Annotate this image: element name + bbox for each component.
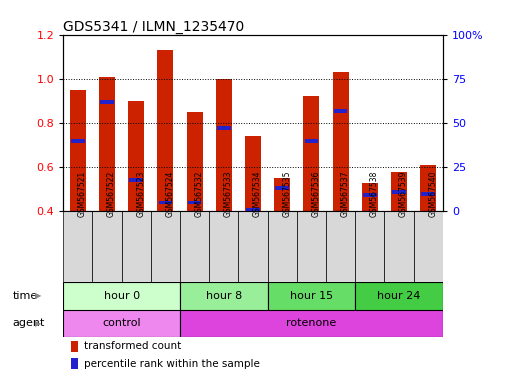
Bar (274, 178, 290, 211)
Bar (267, 211, 296, 282)
Bar (129, 177, 143, 182)
Bar (421, 192, 434, 195)
Text: GSM567532: GSM567532 (194, 170, 203, 217)
Text: GSM567539: GSM567539 (398, 170, 407, 217)
Bar (332, 72, 348, 211)
Bar (70, 90, 86, 211)
Bar (355, 211, 384, 282)
Bar (333, 109, 347, 113)
Bar (275, 186, 288, 190)
Bar (100, 100, 114, 104)
Text: GSM567524: GSM567524 (165, 170, 174, 217)
Bar (158, 200, 172, 205)
Text: GSM567521: GSM567521 (78, 171, 87, 217)
Bar (71, 358, 78, 369)
Bar (63, 211, 92, 282)
Bar (71, 341, 78, 352)
Bar (325, 211, 355, 282)
Bar (362, 194, 376, 197)
Text: GSM567537: GSM567537 (340, 170, 349, 217)
Text: GSM567540: GSM567540 (427, 170, 436, 217)
Bar (71, 139, 84, 142)
Text: hour 8: hour 8 (205, 291, 241, 301)
Text: GSM567523: GSM567523 (136, 170, 145, 217)
Text: rotenone: rotenone (286, 318, 336, 328)
Text: transformed count: transformed count (84, 341, 181, 351)
Bar (121, 211, 150, 282)
Text: GSM567534: GSM567534 (252, 170, 262, 217)
Text: hour 0: hour 0 (104, 291, 139, 301)
Text: GSM567536: GSM567536 (311, 170, 320, 217)
Bar (391, 190, 405, 194)
Bar (244, 136, 261, 211)
Bar (355, 282, 442, 310)
Bar (209, 211, 238, 282)
Text: GSM567522: GSM567522 (107, 171, 116, 217)
Bar (246, 208, 259, 212)
Bar (187, 200, 201, 205)
Text: GDS5341 / ILMN_1235470: GDS5341 / ILMN_1235470 (63, 20, 244, 33)
Bar (92, 211, 121, 282)
Text: GSM567535: GSM567535 (282, 170, 290, 217)
Bar (238, 211, 267, 282)
Bar (128, 101, 144, 211)
Text: time: time (13, 291, 38, 301)
Bar (361, 183, 377, 211)
Text: ▶: ▶ (35, 291, 42, 300)
Bar (63, 282, 180, 310)
Text: control: control (102, 318, 141, 328)
Bar (215, 79, 231, 211)
Bar (180, 211, 209, 282)
Bar (303, 96, 319, 211)
Bar (217, 126, 230, 130)
Bar (150, 211, 180, 282)
Text: agent: agent (13, 318, 45, 328)
Bar (186, 112, 202, 211)
Bar (390, 172, 406, 211)
Text: hour 24: hour 24 (377, 291, 420, 301)
Bar (99, 76, 115, 211)
Bar (413, 211, 442, 282)
Text: ▶: ▶ (35, 319, 42, 328)
Text: hour 15: hour 15 (289, 291, 332, 301)
Text: GSM567538: GSM567538 (369, 170, 378, 217)
Bar (384, 211, 413, 282)
Text: percentile rank within the sample: percentile rank within the sample (84, 359, 260, 369)
Bar (304, 139, 318, 142)
Bar (63, 310, 180, 337)
Bar (296, 211, 325, 282)
Bar (267, 282, 355, 310)
Bar (180, 310, 442, 337)
Text: GSM567533: GSM567533 (223, 170, 232, 217)
Bar (180, 282, 267, 310)
Bar (419, 165, 435, 211)
Bar (157, 50, 173, 211)
